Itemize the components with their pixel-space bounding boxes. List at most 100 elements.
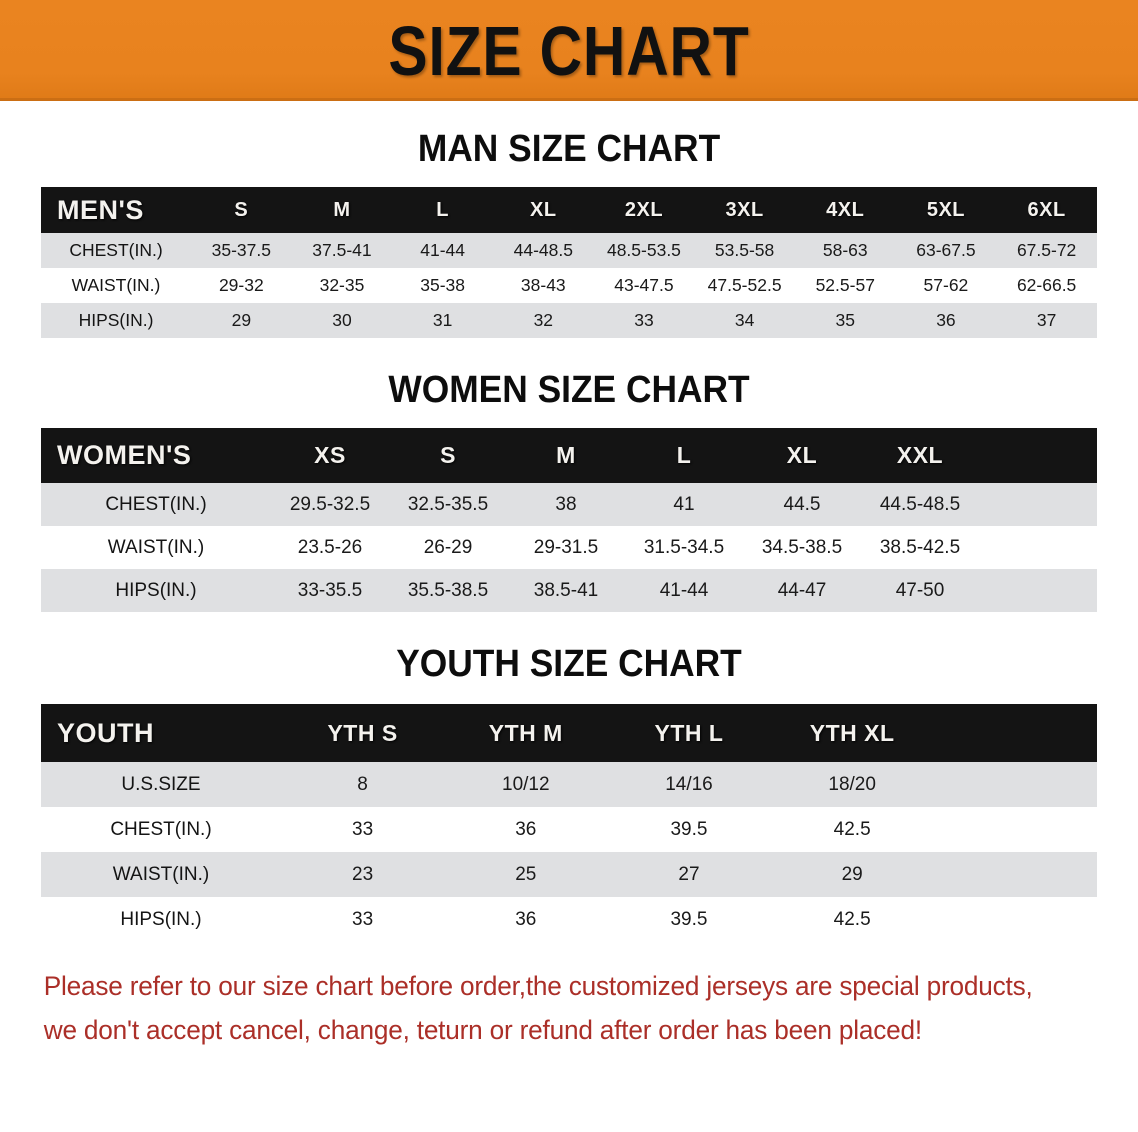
table-cell: 23: [281, 852, 445, 897]
table-cell: 29: [770, 852, 934, 897]
youth-row-label: WAIST(IN.): [41, 852, 281, 897]
table-cell: [933, 762, 1097, 807]
table-cell: 33: [593, 303, 695, 338]
table-cell: 42.5: [770, 897, 934, 942]
table-cell: [979, 526, 1097, 569]
table-row: HIPS(IN.) 29 30 31 32 33 34 35 36 37: [41, 303, 1097, 338]
table-cell: [933, 807, 1097, 852]
table-cell: 44.5: [743, 483, 861, 526]
table-cell: 34: [694, 303, 795, 338]
table-cell: 36: [444, 897, 608, 942]
table-cell: 14/16: [607, 762, 771, 807]
table-cell: 39.5: [607, 897, 771, 942]
table-cell: 29-32: [191, 268, 292, 303]
women-column-header: M: [507, 428, 625, 483]
table-row: HIPS(IN.) 33-35.5 35.5-38.5 38.5-41 41-44 44-…: [41, 569, 1097, 612]
table-cell: 67.5-72: [996, 233, 1097, 268]
man-column-header: S: [191, 187, 292, 233]
women-column-header: S: [389, 428, 507, 483]
table-cell: 33: [281, 897, 445, 942]
table-cell: 47-50: [861, 569, 979, 612]
table-row: CHEST(IN.) 35-37.5 37.5-41 41-44 44-48.5 48.5…: [41, 233, 1097, 268]
table-cell: 41: [625, 483, 743, 526]
order-policy-disclaimer: Please refer to our size chart before or…: [36, 964, 1070, 1052]
table-cell: 36: [895, 303, 997, 338]
table-cell: 44-47: [743, 569, 861, 612]
table-row: CHEST(IN.) 29.5-32.5 32.5-35.5 38 41 44.5 44.5…: [41, 483, 1097, 526]
table-cell: 41-44: [625, 569, 743, 612]
youth-column-header: YTH XL: [770, 704, 934, 762]
youth-header-row: YOUTH YTH S YTH M YTH L YTH XL: [41, 704, 1097, 762]
table-cell: 32-35: [291, 268, 393, 303]
youth-column-header: YTH S: [281, 704, 445, 762]
table-cell: 44.5-48.5: [861, 483, 979, 526]
table-cell: 30: [291, 303, 393, 338]
table-cell: 32.5-35.5: [389, 483, 507, 526]
table-cell: 38: [507, 483, 625, 526]
women-section-title: WOMEN SIZE CHART: [388, 369, 750, 411]
women-row-label: CHEST(IN.): [41, 483, 271, 526]
man-table-body: CHEST(IN.) 35-37.5 37.5-41 41-44 44-48.5 48.5…: [41, 233, 1097, 338]
table-cell: 41-44: [392, 233, 493, 268]
table-cell: 32: [492, 303, 594, 338]
man-header-row: MEN'S S M L XL 2XL 3XL 4XL 5XL 6XL: [41, 187, 1097, 233]
table-cell: [979, 569, 1097, 612]
youth-row-header-label: YOUTH: [41, 704, 281, 762]
table-cell: 36: [444, 807, 608, 852]
table-cell: 35-38: [392, 268, 493, 303]
table-cell: 8: [281, 762, 445, 807]
women-size-table-wrapper: WOMEN'S XS S M L XL XXL CHEST(IN.) 29.5-32.5 32.…: [41, 428, 1097, 612]
youth-column-header: YTH L: [607, 704, 771, 762]
man-column-header: L: [392, 187, 493, 233]
women-column-header: [979, 428, 1097, 483]
table-cell: 29-31.5: [507, 526, 625, 569]
youth-column-header: [933, 704, 1097, 762]
man-row-label: CHEST(IN.): [41, 233, 191, 268]
disclaimer-line-1: Please refer to our size chart before or…: [43, 971, 1033, 1001]
table-cell: 53.5-58: [694, 233, 795, 268]
man-column-header: XL: [492, 187, 594, 233]
man-row-header-label: MEN'S: [41, 187, 191, 233]
table-cell: 37: [996, 303, 1097, 338]
youth-row-label: CHEST(IN.): [41, 807, 281, 852]
women-row-header-label: WOMEN'S: [41, 428, 271, 483]
women-column-header: XL: [743, 428, 861, 483]
man-row-label: WAIST(IN.): [41, 268, 191, 303]
table-cell: 35: [794, 303, 896, 338]
youth-size-table: YOUTH YTH S YTH M YTH L YTH XL U.S.SIZE 8 10/1…: [41, 704, 1097, 942]
women-table-body: CHEST(IN.) 29.5-32.5 32.5-35.5 38 41 44.5 44.5…: [41, 483, 1097, 612]
women-table-header: WOMEN'S XS S M L XL XXL: [41, 428, 1097, 483]
table-cell: [933, 852, 1097, 897]
table-cell: 58-63: [794, 233, 896, 268]
youth-table-header: YOUTH YTH S YTH M YTH L YTH XL: [41, 704, 1097, 762]
table-cell: 37.5-41: [291, 233, 393, 268]
women-row-label: WAIST(IN.): [41, 526, 271, 569]
man-row-label: HIPS(IN.): [41, 303, 191, 338]
table-row: WAIST(IN.) 23 25 27 29: [41, 852, 1097, 897]
youth-section-title: YOUTH SIZE CHART: [396, 643, 742, 685]
table-cell: 44-48.5: [492, 233, 594, 268]
youth-row-label: U.S.SIZE: [41, 762, 281, 807]
women-header-row: WOMEN'S XS S M L XL XXL: [41, 428, 1097, 483]
man-column-header: 4XL: [794, 187, 896, 233]
table-cell: 35.5-38.5: [389, 569, 507, 612]
table-cell: [933, 897, 1097, 942]
youth-row-label: HIPS(IN.): [41, 897, 281, 942]
table-cell: 47.5-52.5: [694, 268, 795, 303]
table-row: CHEST(IN.) 33 36 39.5 42.5: [41, 807, 1097, 852]
youth-column-header: YTH M: [444, 704, 608, 762]
disclaimer-line-2: we don't accept cancel, change, teturn o…: [43, 1015, 922, 1045]
table-cell: 38.5-41: [507, 569, 625, 612]
table-cell: 31.5-34.5: [625, 526, 743, 569]
table-cell: 42.5: [770, 807, 934, 852]
table-cell: 25: [444, 852, 608, 897]
man-column-header: 6XL: [996, 187, 1097, 233]
women-column-header: XS: [271, 428, 389, 483]
table-cell: 62-66.5: [996, 268, 1097, 303]
table-cell: 33: [281, 807, 445, 852]
table-cell: 63-67.5: [895, 233, 997, 268]
youth-table-body: U.S.SIZE 8 10/12 14/16 18/20 CHEST(IN.) 33 36 39…: [41, 762, 1097, 942]
table-row: WAIST(IN.) 29-32 32-35 35-38 38-43 43-47.5 47.…: [41, 268, 1097, 303]
women-row-label: HIPS(IN.): [41, 569, 271, 612]
table-row: HIPS(IN.) 33 36 39.5 42.5: [41, 897, 1097, 942]
